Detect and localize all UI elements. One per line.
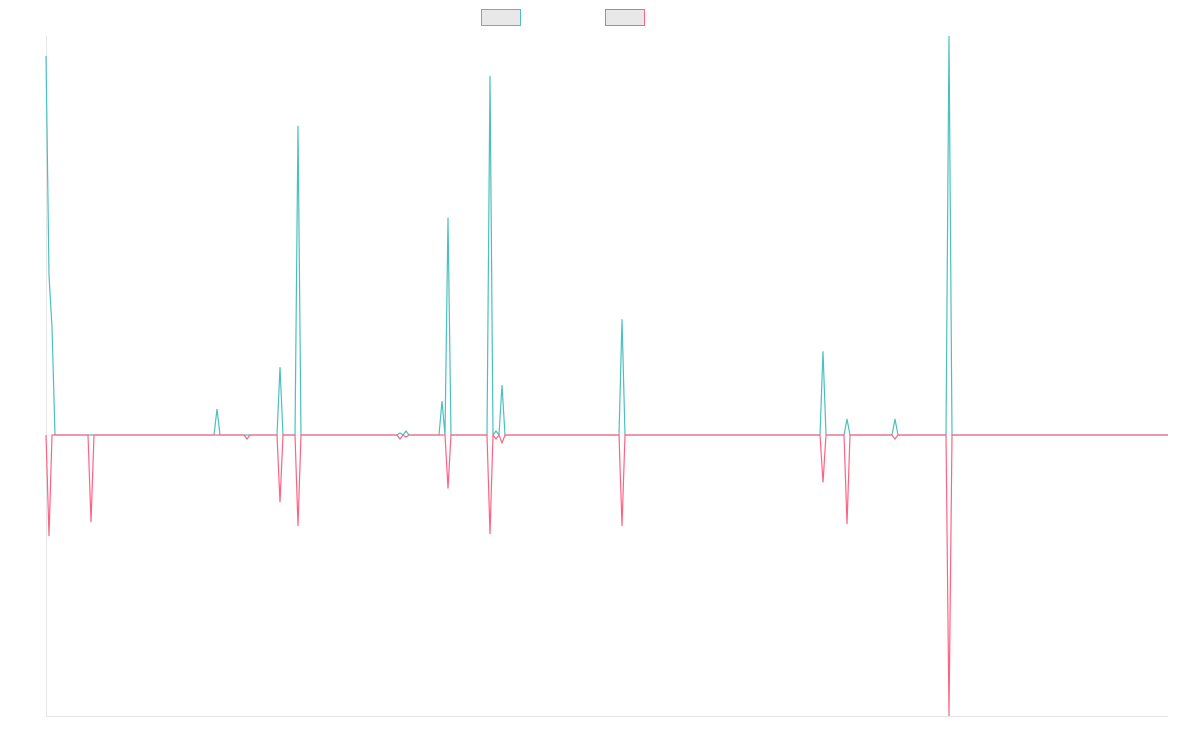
series-line-1 xyxy=(45,35,1168,437)
legend-swatch-series-1[interactable] xyxy=(481,9,521,26)
series-line-2 xyxy=(45,433,1168,717)
chart-legend[interactable] xyxy=(481,9,645,26)
series-layer xyxy=(45,35,1168,717)
chart-axes xyxy=(46,36,1168,717)
legend-swatch-series-2[interactable] xyxy=(605,9,645,26)
